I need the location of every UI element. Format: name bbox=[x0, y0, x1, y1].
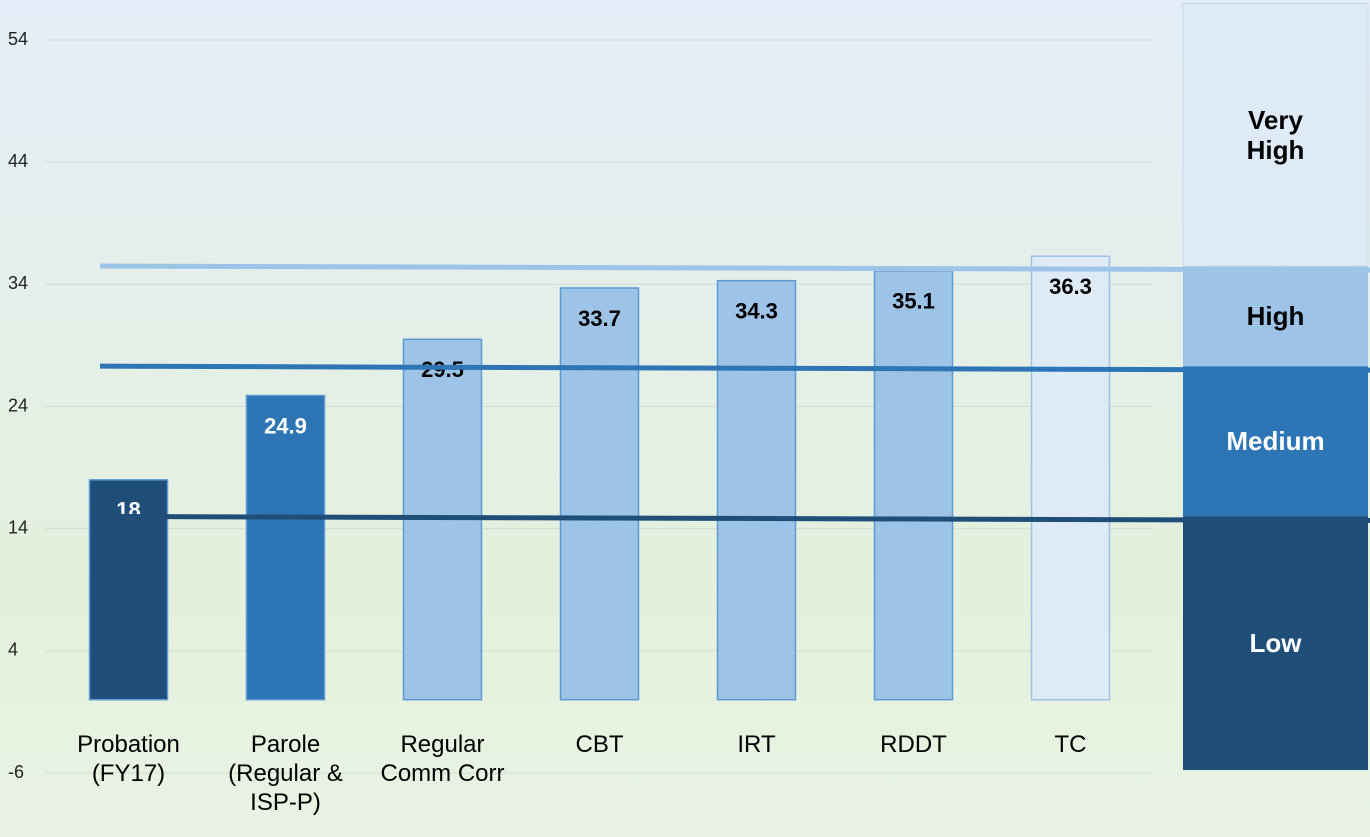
bar bbox=[873, 270, 954, 701]
threshold-line bbox=[99, 513, 1370, 523]
y-tick-label: 54 bbox=[8, 29, 28, 49]
value-label: 35.1 bbox=[892, 289, 935, 314]
band-label: Low bbox=[1249, 628, 1302, 659]
band bbox=[1183, 266, 1368, 367]
y-tick-label: 4 bbox=[8, 640, 18, 660]
band bbox=[1183, 366, 1368, 517]
y-tick-label: 34 bbox=[8, 273, 28, 293]
x-tick-label: CBT bbox=[575, 731, 624, 758]
band-label: Very High bbox=[1246, 104, 1305, 165]
x-tick-label: Probation (FY17) bbox=[77, 731, 180, 787]
bar bbox=[716, 279, 797, 701]
y-tick-label: 14 bbox=[8, 517, 28, 537]
threshold-line bbox=[99, 263, 1370, 273]
band-label: Medium bbox=[1226, 426, 1325, 457]
x-tick-label: IRT bbox=[737, 731, 776, 758]
bar bbox=[1030, 255, 1111, 701]
bar bbox=[245, 394, 326, 701]
x-tick-label: Regular Comm Corr bbox=[380, 731, 505, 787]
bar bbox=[559, 287, 640, 701]
x-tick-label: Parole (Regular & ISP-P) bbox=[228, 731, 343, 816]
x-tick-label: TC bbox=[1054, 731, 1087, 758]
value-label: 34.3 bbox=[735, 298, 778, 323]
threshold-line bbox=[99, 363, 1370, 373]
y-tick-label: -6 bbox=[8, 762, 24, 782]
band-label: High bbox=[1246, 301, 1305, 332]
band bbox=[1183, 516, 1368, 770]
y-tick-label: 24 bbox=[8, 395, 28, 415]
x-tick-label: RDDT bbox=[880, 731, 947, 758]
band bbox=[1182, 2, 1369, 267]
y-tick-label: 44 bbox=[8, 151, 28, 171]
value-label: 24.9 bbox=[264, 413, 307, 438]
value-label: 36.3 bbox=[1049, 274, 1092, 299]
value-label: 33.7 bbox=[578, 306, 621, 331]
